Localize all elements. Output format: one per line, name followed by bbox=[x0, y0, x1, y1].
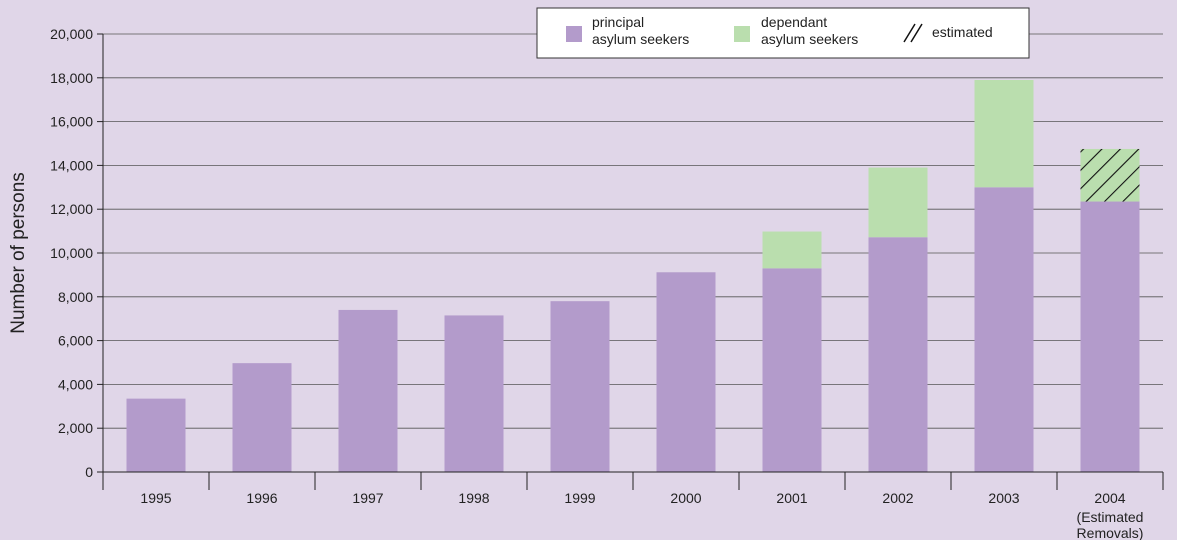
y-tick-label: 6,000 bbox=[58, 333, 93, 349]
x-tick-label: 2001 bbox=[776, 490, 807, 506]
bar-principal-2003 bbox=[974, 187, 1034, 473]
x-tick-label: 2003 bbox=[988, 490, 1019, 506]
bar-dependant-2002 bbox=[868, 167, 928, 238]
axes: 0 2,000 4,000 6,000 8,000 10,000 12,000 14,000 1… bbox=[50, 26, 1164, 540]
x-tick-label: 1996 bbox=[246, 490, 277, 506]
estimated-hatch-icon bbox=[903, 23, 923, 43]
legend-box bbox=[536, 7, 1030, 59]
y-tick-label: 2,000 bbox=[58, 420, 93, 436]
bar-principal-1997 bbox=[338, 309, 398, 472]
legend-label-principal: asylum seekers bbox=[592, 31, 689, 47]
x-tick-label: 2004 bbox=[1094, 490, 1125, 506]
y-tick-label: 14,000 bbox=[50, 157, 93, 173]
y-tick-label: 8,000 bbox=[58, 289, 93, 305]
x-tick-label: 2002 bbox=[882, 490, 913, 506]
bar-estimated-2004 bbox=[1080, 148, 1140, 202]
bar-principal-1998 bbox=[444, 315, 504, 472]
legend-label-estimated: estimated bbox=[932, 24, 993, 40]
y-tick-label: 0 bbox=[85, 464, 93, 480]
y-axis-title: Number of persons bbox=[8, 172, 29, 334]
legend-label-dependant: dependant bbox=[761, 14, 827, 30]
y-tick-label: 12,000 bbox=[50, 201, 93, 217]
y-tick-label: 18,000 bbox=[50, 70, 93, 86]
bar-principal-1995 bbox=[126, 398, 186, 472]
hatch-line bbox=[903, 23, 916, 43]
bar-principal-1999 bbox=[550, 301, 610, 472]
legend-label-dependant: asylum seekers bbox=[761, 31, 858, 47]
x-tick-sublabel: Removals) bbox=[1077, 525, 1144, 540]
bar-dependant-2003 bbox=[974, 79, 1034, 188]
bar-principal-2002 bbox=[868, 237, 928, 472]
bar-principal-2004 bbox=[1080, 201, 1140, 472]
bar-dependant-2001 bbox=[762, 231, 822, 269]
x-tick-label: 2000 bbox=[670, 490, 701, 506]
legend-label-principal: principal bbox=[592, 14, 644, 30]
bar-principal-2001 bbox=[762, 268, 822, 472]
x-tick-label: 1995 bbox=[140, 490, 171, 506]
x-tick-label: 1998 bbox=[458, 490, 489, 506]
bars bbox=[126, 79, 1140, 473]
x-tick-label: 1999 bbox=[564, 490, 595, 506]
legend-swatch-principal bbox=[566, 26, 582, 42]
y-tick-label: 4,000 bbox=[58, 376, 93, 392]
hatch-line bbox=[910, 23, 923, 43]
y-tick-label: 20,000 bbox=[50, 26, 93, 42]
x-tick-label: 1997 bbox=[352, 490, 383, 506]
y-tick-label: 16,000 bbox=[50, 114, 93, 130]
bar-principal-1996 bbox=[232, 363, 292, 472]
legend-swatch-dependant bbox=[734, 26, 750, 42]
y-tick-label: 10,000 bbox=[50, 245, 93, 261]
bar-principal-2000 bbox=[656, 272, 716, 472]
x-tick-sublabel: (Estimated bbox=[1077, 509, 1144, 525]
